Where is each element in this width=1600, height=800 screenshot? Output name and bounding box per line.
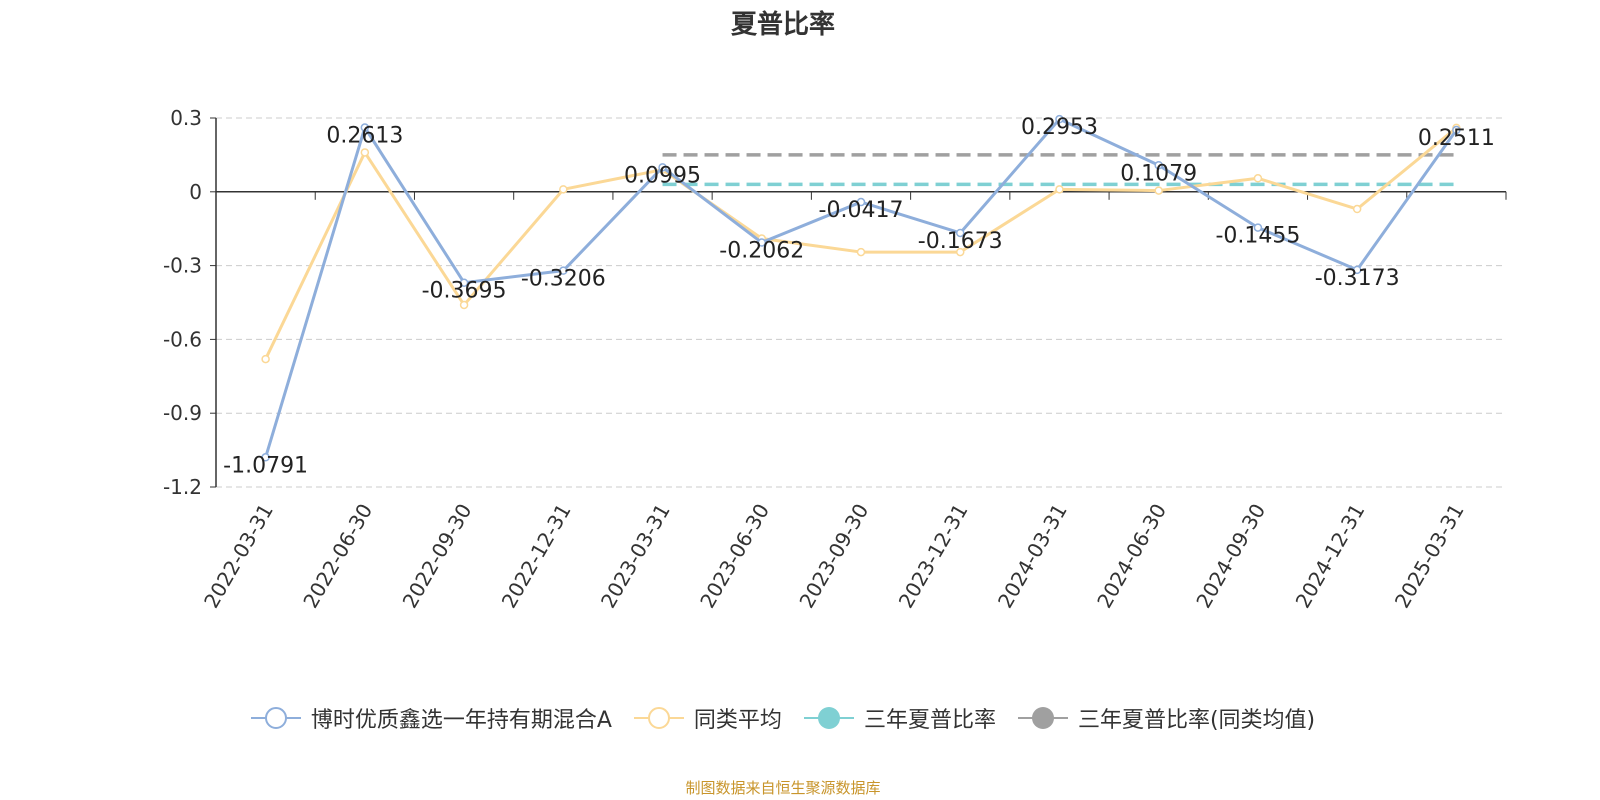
fund-point (459, 278, 469, 287)
legend-item-three-year-sharpe[interactable]: 三年夏普比率 (803, 702, 996, 734)
peer-average-point (1253, 174, 1263, 183)
x-tick-label: 2024-06-30 (1092, 500, 1171, 613)
x-tick-label: 2024-12-31 (1291, 500, 1370, 613)
x-tick-label: 2023-09-30 (794, 500, 873, 613)
x-tick-label: 2025-03-31 (1390, 500, 1469, 613)
chart-title: 夏普比率 (730, 10, 835, 40)
fund-point (856, 197, 866, 207)
fund-data-label: 0.2511 (1418, 126, 1495, 151)
peer-average-point (1154, 186, 1163, 195)
fund-data-label: 0.2613 (326, 124, 403, 149)
x-tick-label: 2024-09-30 (1191, 500, 1270, 613)
fund-point (955, 228, 965, 238)
peer-average-point (459, 300, 469, 310)
fund-point (1253, 223, 1263, 232)
legend-symbol-fund (250, 707, 301, 729)
peer-average-point (1055, 185, 1064, 194)
fund-point (261, 453, 270, 462)
legend-symbol-three-year-sharpe-peer (1017, 707, 1068, 729)
y-tick-label: -0.6 (163, 327, 202, 351)
legend-label-fund: 博时优质鑫选一年持有期混合A (310, 708, 612, 733)
fund-data-label: -0.3695 (422, 279, 507, 304)
x-tick-label: 2022-06-30 (298, 500, 377, 613)
fund-data-label: 0.0995 (624, 163, 701, 188)
fund-data-label: -0.1455 (1215, 224, 1300, 249)
legend-label-three-year-sharpe-peer: 三年夏普比率(同类均值) (1077, 708, 1316, 733)
legend-label-three-year-sharpe: 三年夏普比率 (863, 708, 996, 733)
legend-symbol-peer-average (633, 707, 684, 729)
legend-item-peer-average[interactable]: 同类平均 (633, 702, 782, 734)
y-tick-label: -0.9 (163, 401, 202, 425)
y-tick-label: -1.2 (163, 475, 202, 499)
fund-point (658, 163, 667, 172)
y-tick-label: -0.3 (163, 254, 202, 278)
x-tick-label: 2023-12-31 (894, 499, 973, 612)
legend-item-fund[interactable]: 博时优质鑫选一年持有期混合A (250, 702, 612, 734)
fund-data-label: 0.1079 (1120, 161, 1197, 186)
fund-data-label: 0.2953 (1021, 115, 1098, 140)
y-tick-label: 0 (189, 180, 202, 204)
legend-label-peer-average: 同类平均 (693, 708, 782, 733)
x-tick-label: 2022-03-31 (199, 500, 278, 613)
peer-average-point (856, 247, 866, 257)
fund-data-label: -0.3206 (521, 267, 606, 292)
legend-symbol-three-year-sharpe (803, 707, 854, 729)
fund-point (1055, 114, 1064, 124)
peer-average-point (360, 148, 370, 157)
fund-data-label: -0.1673 (918, 229, 1003, 254)
peer-average-point (261, 354, 270, 364)
x-tick-label: 2024-03-31 (993, 500, 1072, 613)
fund-point (1352, 265, 1362, 275)
fund-data-label: -0.0417 (819, 198, 904, 223)
data-source-note: 制图数据来自恒生聚源数据库 (685, 779, 881, 797)
fund-point (1452, 125, 1461, 135)
x-tick-label: 2022-12-31 (497, 500, 576, 613)
y-tick-label: 0.3 (170, 106, 202, 130)
chart-legend: 博时优质鑫选一年持有期混合A 同类平均 三年夏普比率 三年夏普比率(同类均值) (0, 702, 1566, 734)
fund-point (360, 123, 370, 132)
legend-item-three-year-sharpe-peer[interactable]: 三年夏普比率(同类均值) (1017, 702, 1316, 734)
x-tick-label: 2022-09-30 (398, 499, 477, 612)
x-tick-label: 2023-03-31 (596, 500, 675, 613)
peer-average-point (1352, 204, 1362, 214)
fund-point (559, 266, 568, 275)
fund-data-label: -1.0791 (223, 453, 308, 478)
peer-average-point (955, 247, 965, 257)
fund-point (1154, 161, 1163, 170)
fund-data-label: -0.2062 (719, 239, 804, 264)
fund-data-label: -0.3173 (1315, 266, 1400, 291)
peer-average-point (559, 185, 568, 194)
fund-point (757, 238, 767, 247)
x-tick-label: 2023-06-30 (695, 500, 774, 613)
